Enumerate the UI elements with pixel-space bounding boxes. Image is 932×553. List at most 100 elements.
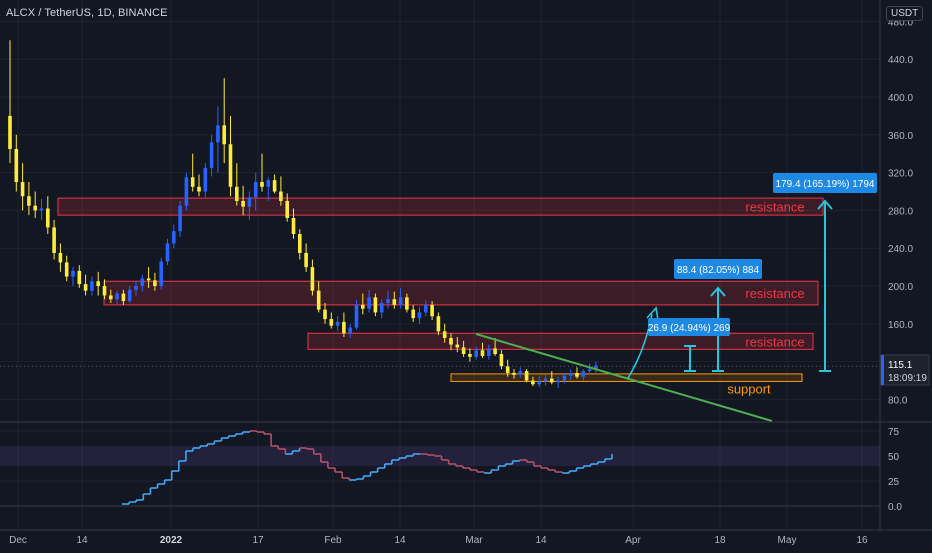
candle-body (140, 278, 145, 286)
time-tick-label: May (778, 535, 797, 546)
candle-body (46, 208, 50, 228)
candle (392, 291, 397, 309)
candle (556, 376, 560, 389)
candle (361, 293, 365, 315)
candle-body (247, 197, 252, 207)
candle-body (235, 186, 239, 201)
candle (253, 172, 258, 211)
candle-body (581, 371, 586, 377)
candle-body (203, 167, 208, 192)
candle (197, 174, 201, 197)
candle (581, 369, 586, 381)
candle (499, 350, 504, 370)
candle (33, 191, 37, 218)
candle-body (550, 378, 554, 383)
candle (235, 163, 239, 206)
candle-body (14, 148, 19, 183)
candle-body (121, 293, 126, 302)
candle-body (222, 125, 226, 145)
candle-body (392, 299, 397, 305)
candle-body (77, 270, 82, 285)
candle (386, 290, 390, 309)
candle (518, 367, 523, 378)
candle (165, 238, 170, 266)
price-tick-label: 80.0 (888, 395, 908, 406)
measure-arrow[interactable] (684, 345, 696, 372)
candle (64, 255, 69, 282)
candle (285, 193, 289, 222)
candle-body (83, 284, 88, 291)
candle-body (455, 344, 460, 348)
time-tick-label: Dec (9, 535, 27, 546)
osc-tick-label: 25 (888, 477, 900, 488)
candle (46, 196, 50, 235)
osc-tick-label: 50 (888, 452, 900, 463)
resistance-label: resistance (745, 286, 804, 301)
candle (562, 372, 567, 384)
osc-tick-label: 0.0 (888, 502, 902, 513)
candle (417, 306, 422, 324)
candle (115, 290, 119, 305)
measure-label: 179.4 (165.19%) 1794 (776, 179, 875, 190)
candle-body (587, 369, 592, 372)
candle-body (52, 227, 56, 253)
candle (461, 340, 466, 357)
candle-body (468, 354, 472, 357)
candle-body (285, 200, 289, 218)
candle-body (461, 347, 466, 355)
candle-body (556, 380, 560, 383)
candle-body (373, 297, 378, 313)
candle (83, 274, 88, 296)
candle (442, 323, 447, 343)
candle (146, 267, 151, 288)
candle-body (279, 191, 283, 201)
candles (8, 40, 598, 389)
candle (109, 289, 113, 304)
candle-body (537, 381, 541, 385)
candle (90, 276, 94, 296)
candle-body (524, 371, 529, 381)
candle-body (197, 186, 201, 192)
candle-body (424, 304, 428, 313)
drawings[interactable]: 26.9 (24.94%) 269 88.4 (82.05%) 884 179.4 … (0, 173, 880, 422)
candle (203, 163, 208, 198)
candle (575, 367, 579, 379)
candle (405, 293, 409, 313)
candle-body (442, 331, 447, 338)
candle-body (241, 200, 245, 207)
candle-body (260, 182, 264, 187)
candle (468, 348, 472, 362)
candle (216, 106, 220, 173)
candle-body (20, 182, 25, 197)
candle (455, 337, 460, 353)
time-tick-label: 18 (714, 535, 726, 546)
candle-body (316, 290, 321, 310)
candle-body (543, 378, 548, 382)
candle (436, 312, 441, 336)
currency-button[interactable]: USDT (886, 6, 924, 21)
candle (537, 375, 541, 388)
candle-body (474, 350, 478, 357)
candle-body (298, 234, 302, 253)
candle (241, 185, 245, 216)
measure-arrow[interactable] (817, 199, 833, 372)
time-tick-label: 16 (856, 535, 868, 546)
candle-body (190, 177, 195, 187)
candle-body (291, 217, 296, 235)
candle-body (487, 348, 491, 356)
candle-body (342, 321, 346, 334)
candle (134, 280, 138, 296)
price-tick-label: 400.0 (888, 93, 913, 104)
candle (505, 359, 510, 377)
candle (52, 219, 56, 260)
resistance-zone (57, 197, 824, 216)
candle-body (310, 267, 315, 291)
candle (14, 134, 19, 192)
candle-body (329, 319, 334, 326)
time-tick-label: Mar (465, 535, 483, 546)
support-label: support (727, 381, 771, 396)
measure-arrowhead (710, 286, 726, 297)
